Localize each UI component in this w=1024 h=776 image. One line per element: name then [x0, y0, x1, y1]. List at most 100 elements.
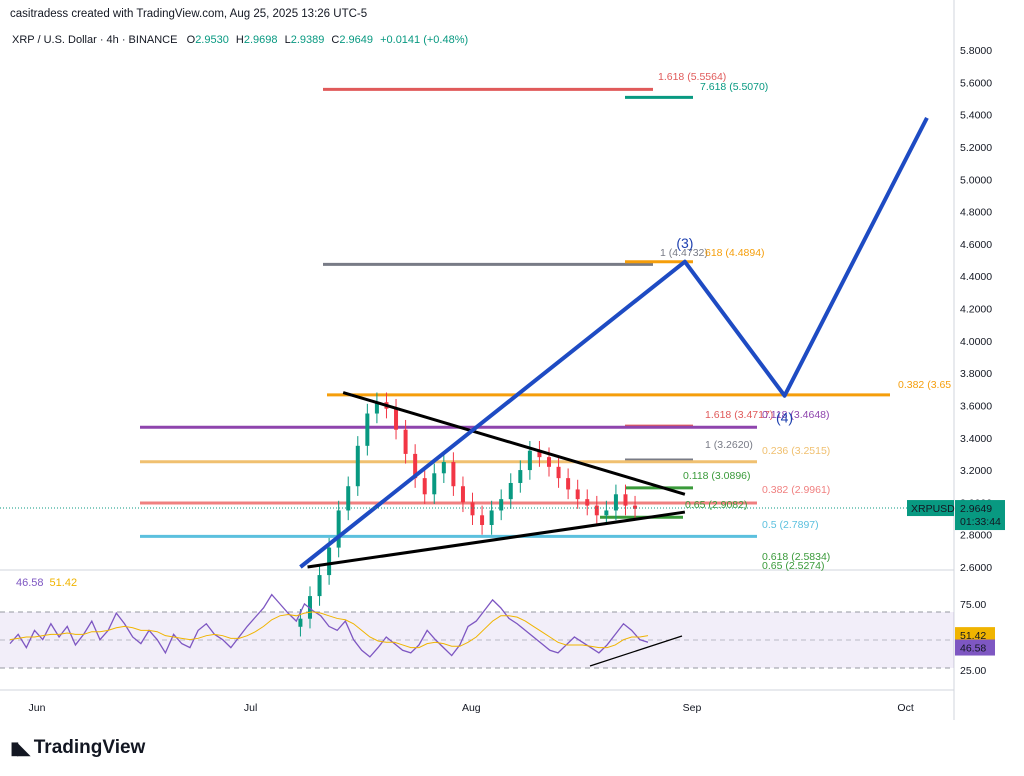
candle-body — [556, 466, 561, 479]
candle-body — [499, 499, 504, 511]
candle-body — [566, 478, 571, 490]
symbol-info-line: XRP / U.S. Dollar · 4h · BINANCE O2.9530… — [12, 34, 468, 46]
fib-level-label: 1.618 (5.5564) — [658, 71, 726, 83]
low-label: L — [284, 34, 291, 46]
price-tick-label: 5.2000 — [960, 142, 992, 154]
candle-body — [327, 547, 332, 576]
candle-body — [460, 486, 465, 503]
triangle-trendline — [342, 391, 686, 496]
countdown-text: 01:33:44 — [960, 516, 1001, 528]
candle-body — [470, 502, 475, 516]
price-tick-label: 3.4000 — [960, 433, 992, 445]
fib-level-label: 0.5 (2.7897) — [762, 519, 819, 531]
price-tick-label: 5.8000 — [960, 45, 992, 57]
rsi-legend: 46.58 51.42 — [16, 577, 77, 589]
candle-body — [508, 482, 513, 500]
candle-body — [451, 461, 456, 487]
tradingview-logo-text: TradingView — [33, 737, 146, 758]
chart-credit: casitradess created with TradingView.com… — [10, 8, 368, 20]
current-price-badge — [955, 500, 1005, 531]
high-label: H — [235, 34, 244, 46]
price-tick-label: 5.0000 — [960, 174, 992, 186]
current-price-text: 2.9649 — [960, 503, 992, 515]
candle-body — [317, 575, 322, 597]
rsi-badge-text: 46.58 — [960, 643, 986, 655]
rsi-trendline — [589, 635, 683, 667]
price-tick-label: 3.6000 — [960, 400, 992, 412]
fib-level-label: 0.236 (3.2515) — [762, 445, 830, 457]
candle-body — [432, 473, 437, 495]
candle-body — [336, 510, 341, 548]
price-tick-label: 4.2000 — [960, 304, 992, 316]
fib-level-label: 1 (3.2620) — [705, 439, 753, 451]
symbol-badge — [907, 500, 954, 517]
close-value: 2.9649 — [339, 34, 374, 46]
fib-level-label: 0.382 (3.65 — [898, 379, 951, 391]
price-tick-label: 2.6000 — [960, 562, 992, 574]
price-tick-label: 4.8000 — [960, 207, 992, 219]
tradingview-logo-icon: ▮◣ — [10, 737, 31, 758]
close-label: C — [331, 34, 340, 46]
rsi-value: 46.58 — [16, 577, 44, 589]
fib-level-label: 0.65 (2.5274) — [762, 560, 824, 572]
candle-body — [489, 510, 494, 525]
time-tick-label: Oct — [897, 702, 913, 714]
candle-body — [480, 515, 485, 525]
tradingview-logo[interactable]: ▮◣ TradingView — [10, 737, 145, 759]
elliott-wave-projection: (3) (4) — [299, 116, 929, 569]
symbol-name[interactable]: XRP / U.S. Dollar · 4h · BINANCE — [12, 34, 178, 46]
wave-label: (3) — [676, 235, 693, 251]
candle-body — [413, 453, 418, 479]
fib-level-label: 0.382 (2.9961) — [762, 484, 830, 496]
wave-path — [299, 116, 929, 569]
low-value: 2.9389 — [290, 34, 325, 46]
rsi-ma-badge — [955, 627, 995, 644]
candle-body — [585, 499, 590, 506]
candle-body — [527, 450, 532, 471]
price-tick-label: 3.2000 — [960, 465, 992, 477]
time-tick-label: Jul — [244, 702, 257, 714]
wave-label: (4) — [776, 409, 793, 425]
rsi-tick-label: 25.00 — [960, 665, 986, 677]
price-tick-label: 5.4000 — [960, 110, 992, 122]
open-label: O — [186, 34, 196, 46]
time-tick-label: Sep — [683, 702, 702, 714]
candle-body — [403, 429, 408, 454]
candle-body — [633, 505, 638, 509]
candle-body — [298, 618, 303, 627]
candle-body — [374, 402, 379, 414]
candle-body — [623, 494, 628, 506]
rsi-tick-label: 75.00 — [960, 599, 986, 611]
candle-body — [422, 478, 427, 495]
price-axis[interactable]: 5.8000 5.6000 5.4000 5.2000 5.0000 4.8000 4.60… — [960, 45, 992, 574]
candle-body — [365, 413, 370, 446]
candle-body — [518, 470, 523, 483]
triangle-pattern — [307, 391, 686, 569]
price-tick-label: 3.8000 — [960, 368, 992, 380]
candle-body — [441, 461, 446, 474]
fib-level-label: 618 (4.4894) — [705, 247, 765, 259]
time-tick-label: Jun — [29, 702, 46, 714]
time-axis[interactable]: Jun Jul Aug Sep Oct — [29, 702, 914, 714]
fib-level-label: 0.118 (3.4648) — [762, 409, 830, 421]
triangle-trendline — [307, 510, 686, 569]
rsi-line — [9, 593, 649, 658]
time-tick-label: Aug — [462, 702, 481, 714]
symbol-badge-text: XRPUSD — [911, 503, 955, 515]
fib-levels: 1.618 (5.5564)7.618 (5.5070) 1 (4.4732)61… — [140, 71, 951, 572]
candle-body — [537, 450, 542, 458]
rsi-ma-badge-text: 51.42 — [960, 630, 986, 642]
candle-body — [613, 494, 618, 511]
fib-level-label: 0.65 (2.9082) — [685, 499, 747, 511]
fib-level-label: 1 (4.4732) — [660, 247, 708, 259]
candle-body — [546, 457, 551, 467]
fib-level-label: 0.118 (3.0896) — [683, 470, 751, 482]
candle-body — [346, 486, 351, 511]
price-tick-label: 2.8000 — [960, 530, 992, 542]
candle-body — [394, 408, 399, 430]
candle-body — [604, 510, 609, 516]
candle-body — [575, 489, 580, 500]
high-value: 2.9698 — [243, 34, 278, 46]
rsi-ma-line — [9, 611, 649, 649]
